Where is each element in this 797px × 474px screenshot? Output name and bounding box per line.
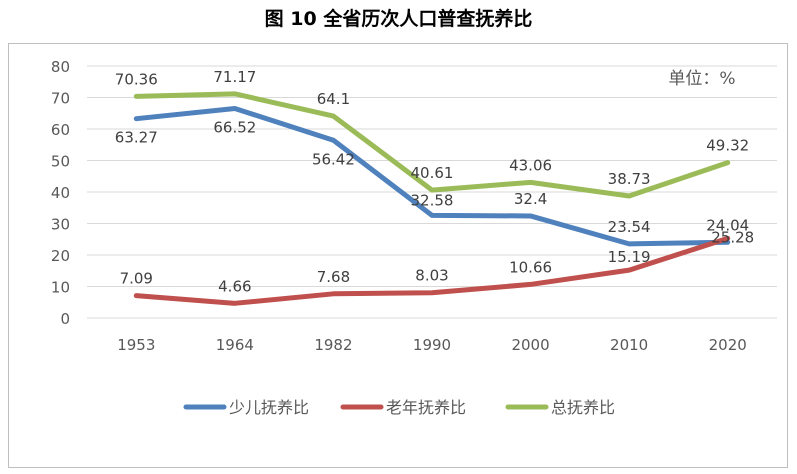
x-tick-label-2020: 2020: [709, 336, 747, 354]
legend: 少儿抚养比 老年抚养比 总抚养比: [183, 398, 615, 417]
y-tick-label-60: 60: [51, 121, 70, 139]
y-tick-label-10: 10: [51, 279, 70, 297]
data-label-s3-2010: 38.73: [608, 170, 651, 188]
y-tick-label-20: 20: [51, 247, 70, 265]
series-lines: [133, 91, 731, 306]
x-tick-label-1990: 1990: [413, 336, 451, 354]
data-label-s3-2020: 49.32: [706, 137, 749, 155]
data-label-s2-1964: 4.66: [218, 277, 251, 295]
data-label-s1-1953: 63.27: [115, 129, 158, 147]
y-tick-label-70: 70: [51, 90, 70, 108]
data-label-s3-1990: 40.61: [411, 164, 454, 182]
data-label-s3-1953: 70.36: [115, 70, 158, 88]
data-label-s2-2010: 15.19: [608, 248, 651, 266]
legend-label-3: 总抚养比: [551, 398, 615, 417]
legend-label-1: 少儿抚养比: [229, 398, 309, 417]
gridlines: [87, 65, 777, 319]
data-label-s1-1982: 56.42: [312, 150, 355, 168]
x-tick-label-2000: 2000: [511, 336, 549, 354]
x-tick-label-1964: 1964: [216, 336, 254, 354]
series-line-2: [133, 235, 731, 306]
data-label-s1-1990: 32.58: [411, 191, 454, 209]
data-label-s2-1982: 7.68: [317, 268, 350, 286]
data-label-s2-2020: 25.28: [711, 228, 754, 246]
legend-label-2: 老年抚养比: [386, 398, 466, 417]
x-tick-label-2010: 2010: [610, 336, 648, 354]
x-axis: 1953 1964 1982 1990 2000 2010 2020: [117, 336, 747, 354]
y-axis: 0 10 20 30 40 50 60 70 80: [51, 58, 70, 328]
data-label-s1-2000: 32.4: [514, 190, 547, 208]
y-tick-label-50: 50: [51, 153, 70, 171]
y-tick-label-0: 0: [60, 310, 70, 328]
data-labels: 63.27 66.52 56.42 32.58 32.4 23.54 24.04 7.09 4.…: [115, 68, 754, 296]
data-label-s3-1964: 71.17: [213, 68, 256, 86]
y-tick-label-30: 30: [51, 216, 70, 234]
data-label-s3-1982: 64.1: [317, 90, 350, 108]
data-label-s1-1964: 66.52: [213, 118, 256, 136]
data-label-s2-1953: 7.09: [120, 270, 153, 288]
data-label-s3-2000: 43.06: [509, 156, 552, 174]
x-tick-label-1982: 1982: [314, 336, 352, 354]
data-label-s2-2000: 10.66: [509, 258, 552, 276]
chart-title: 图 10 全省历次人口普查抚养比: [264, 8, 533, 30]
series-line-1: [133, 105, 731, 247]
series-line-3: [133, 91, 731, 199]
unit-note: 单位：%: [668, 69, 735, 89]
x-tick-label-1953: 1953: [117, 336, 155, 354]
y-tick-label-40: 40: [51, 184, 70, 202]
data-label-s2-1990: 8.03: [415, 267, 448, 285]
data-label-s1-2020: 24.04: [706, 216, 749, 234]
data-label-s1-2010: 23.54: [608, 218, 651, 236]
y-tick-label-80: 80: [51, 58, 70, 76]
